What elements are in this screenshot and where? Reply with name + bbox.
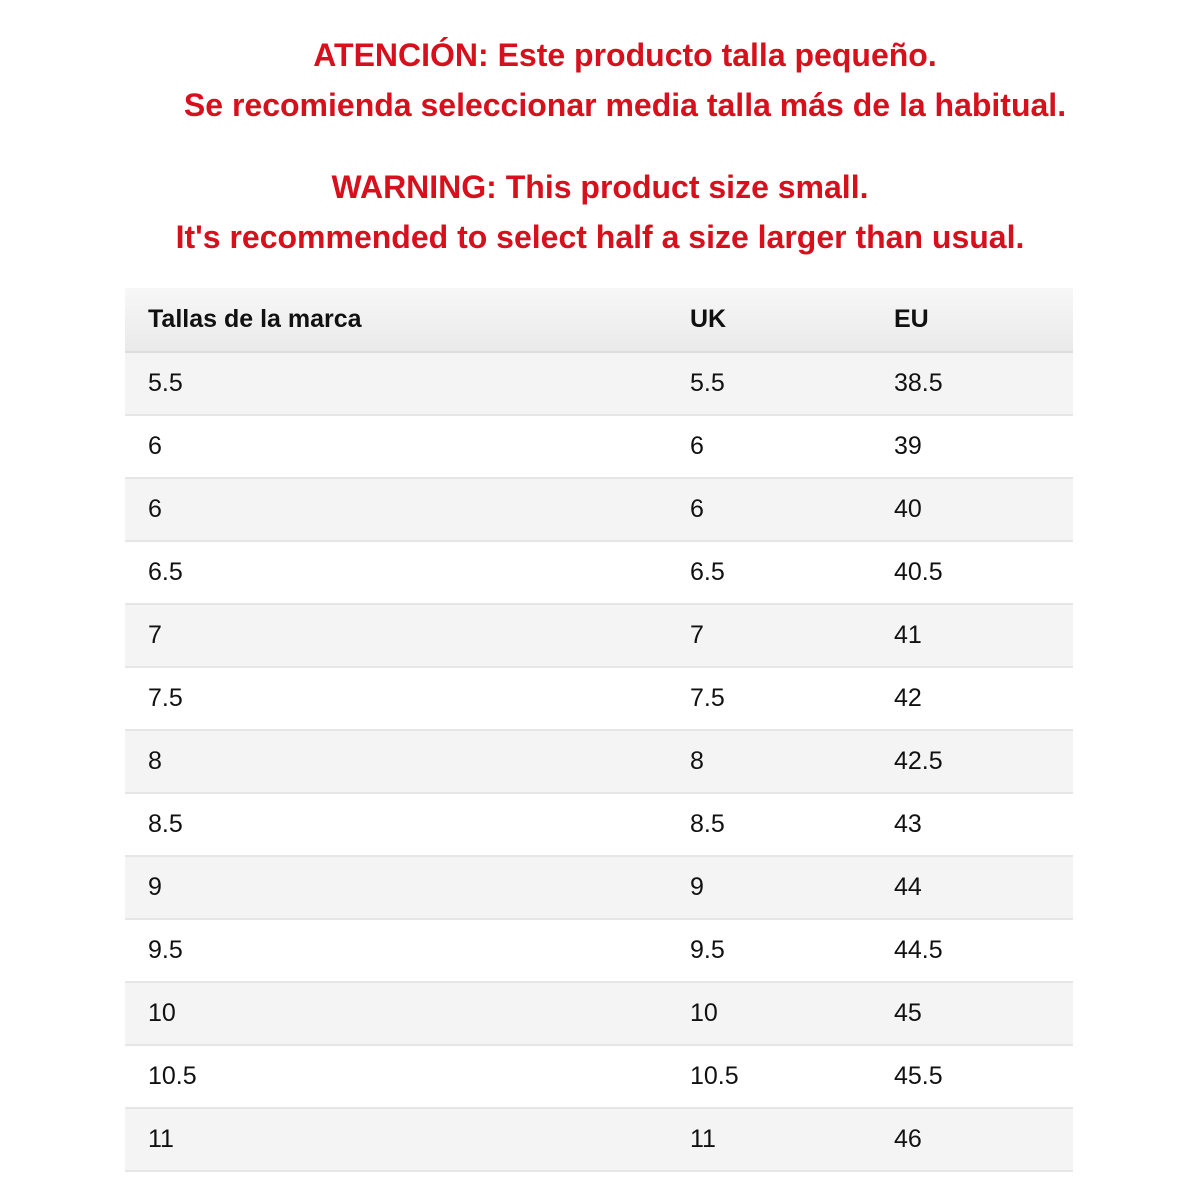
table-cell: 10 <box>125 982 690 1046</box>
table-row: 6 6 39 <box>125 415 1073 479</box>
table-cell: 7 <box>690 604 894 668</box>
table-cell: 45.5 <box>894 1045 1073 1109</box>
table-cell: 10.5 <box>690 1045 894 1109</box>
table-cell: 45 <box>894 982 1073 1046</box>
table-cell: 8.5 <box>690 793 894 857</box>
table-cell: 9 <box>690 856 894 920</box>
size-table: Tallas de la marca UK EU 5.5 5.5 38.5 6 6 39 6 6 4… <box>125 288 1073 1172</box>
table-row: 11 11 46 <box>125 1108 1073 1172</box>
table-cell: 42.5 <box>894 730 1073 794</box>
table-cell: 6 <box>125 415 690 479</box>
table-cell: 9.5 <box>125 919 690 983</box>
table-cell: 6.5 <box>690 541 894 605</box>
table-row: 8.5 8.5 43 <box>125 793 1073 857</box>
table-cell: 9.5 <box>690 919 894 983</box>
table-cell: 6 <box>125 478 690 542</box>
table-cell: 9 <box>125 856 690 920</box>
table-cell: 44 <box>894 856 1073 920</box>
header-row: Tallas de la marca UK EU <box>125 288 1073 353</box>
table-cell: 6 <box>690 478 894 542</box>
table-cell: 42 <box>894 667 1073 731</box>
table-cell: 38.5 <box>894 352 1073 416</box>
table-cell: 40.5 <box>894 541 1073 605</box>
table-cell: 8 <box>690 730 894 794</box>
table-row: 6.5 6.5 40.5 <box>125 541 1073 605</box>
table-cell: 7 <box>125 604 690 668</box>
table-cell: 39 <box>894 415 1073 479</box>
header-cell: UK <box>690 288 894 353</box>
notice-line: Se recomienda seleccionar media talla má… <box>183 87 1067 123</box>
table-cell: 40 <box>894 478 1073 542</box>
table-row: 9 9 44 <box>125 856 1073 920</box>
notice-es: ATENCIÓN: Este producto talla pequeño. S… <box>0 30 1200 130</box>
table-cell: 43 <box>894 793 1073 857</box>
table-row: 9.5 9.5 44.5 <box>125 919 1073 983</box>
table-cell: 7.5 <box>125 667 690 731</box>
table-row: 5.5 5.5 38.5 <box>125 352 1073 416</box>
notice-en: WARNING: This product size small. It's r… <box>0 162 1200 262</box>
table-cell: 8.5 <box>125 793 690 857</box>
header-cell: EU <box>894 288 1073 353</box>
table-row: 7.5 7.5 42 <box>125 667 1073 731</box>
header-cell: Tallas de la marca <box>125 288 690 353</box>
table-cell: 44.5 <box>894 919 1073 983</box>
table-cell: 5.5 <box>690 352 894 416</box>
table-body: 5.5 5.5 38.5 6 6 39 6 6 40 6.5 6.5 40.5 7 7 41 7.5 7.5 42… <box>125 352 1073 1172</box>
table-cell: 6 <box>690 415 894 479</box>
table-cell: 10.5 <box>125 1045 690 1109</box>
table-cell: 11 <box>125 1108 690 1172</box>
table-cell: 11 <box>690 1108 894 1172</box>
notice-line: WARNING: This product size small. <box>331 169 869 205</box>
table-row: 10 10 45 <box>125 982 1073 1046</box>
notice-line: It's recommended to select half a size l… <box>175 219 1025 255</box>
table-cell: 6.5 <box>125 541 690 605</box>
table-cell: 5.5 <box>125 352 690 416</box>
notice-line: ATENCIÓN: Este producto talla pequeño. <box>313 37 937 73</box>
table-cell: 7.5 <box>690 667 894 731</box>
table-cell: 8 <box>125 730 690 794</box>
table-row: 7 7 41 <box>125 604 1073 668</box>
table-row: 8 8 42.5 <box>125 730 1073 794</box>
table-row: 10.5 10.5 45.5 <box>125 1045 1073 1109</box>
table-row: 6 6 40 <box>125 478 1073 542</box>
table-cell: 41 <box>894 604 1073 668</box>
table-cell: 10 <box>690 982 894 1046</box>
table-cell: 46 <box>894 1108 1073 1172</box>
